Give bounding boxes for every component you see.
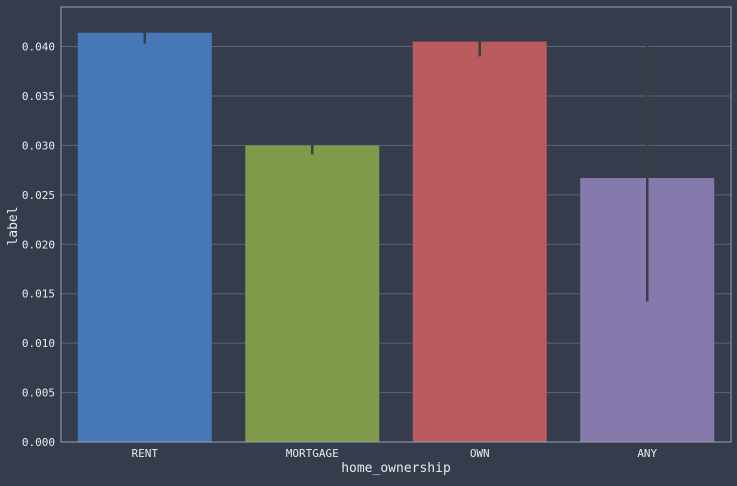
x-axis-label: home_ownership [341, 461, 451, 476]
y-tick-label: 0.025 [22, 189, 55, 202]
y-tick-label: 0.000 [22, 436, 55, 449]
y-axis-label: label [6, 206, 21, 245]
bar-rent [77, 32, 212, 443]
y-tick-label: 0.020 [22, 238, 55, 251]
x-tick-labels: RENT MORTGAGE OWN ANY [132, 447, 658, 460]
bars [77, 32, 715, 443]
axes-frame [60, 6, 732, 443]
bar-own [412, 41, 547, 443]
y-tick-labels: 0.000 0.005 0.010 0.015 0.020 0.025 0.030 0.035… [22, 41, 55, 449]
y-tick-label: 0.040 [22, 41, 55, 54]
y-tick-label: 0.010 [22, 337, 55, 350]
x-tick-label: ANY [637, 447, 657, 460]
y-tick-label: 0.030 [22, 139, 55, 152]
y-tick-label: 0.015 [22, 288, 55, 301]
y-tick-label: 0.005 [22, 387, 55, 400]
bar-mortgage [245, 145, 380, 442]
x-tick-label: MORTGAGE [286, 447, 339, 460]
x-tick-label: OWN [470, 447, 490, 460]
y-tick-label: 0.035 [22, 90, 55, 103]
error-bars [143, 24, 649, 302]
x-tick-label: RENT [132, 447, 159, 460]
